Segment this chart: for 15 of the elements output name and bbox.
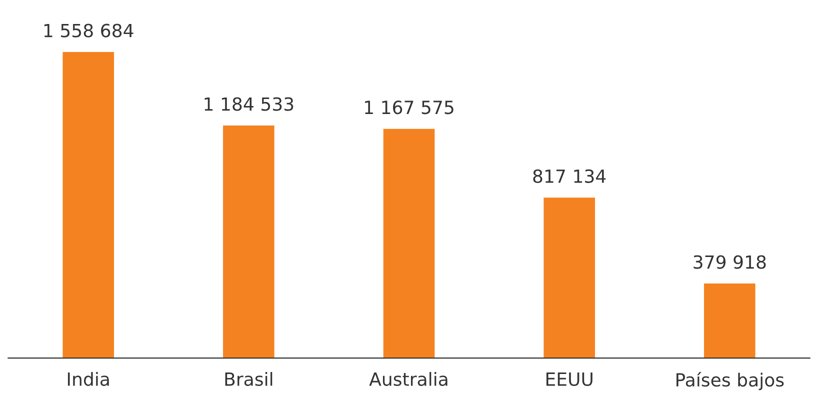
x-tick-label: Países bajos — [676, 372, 784, 390]
data-label: 817 134 — [533, 169, 606, 184]
data-label: 1 167 575 — [365, 100, 454, 114]
data-label: 1 184 533 — [204, 97, 294, 111]
bar — [62, 52, 114, 358]
x-tick-label: India — [68, 372, 109, 386]
bar — [704, 283, 756, 358]
x-tick-label: Australia — [369, 372, 448, 386]
x-tick-label: Brasil — [225, 372, 272, 386]
bar — [383, 128, 435, 358]
bar — [544, 198, 595, 358]
data-label: 1 558 684 — [44, 24, 134, 38]
bar — [223, 126, 274, 358]
data-label: 379 918 — [694, 255, 766, 269]
x-tick-label: EEUU — [546, 372, 592, 386]
